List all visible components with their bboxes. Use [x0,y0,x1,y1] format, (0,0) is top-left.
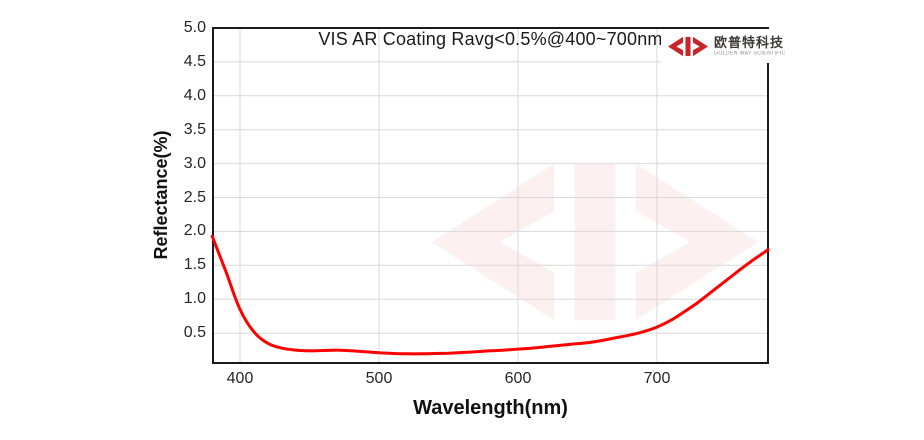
y-tick-label: 0.5 [183,324,206,341]
company-logo-text: 欧普特科技 GOLDEN WAY SCIENTIFIC [714,36,797,57]
y-axis-title: Reflectance(%) [150,130,171,260]
y-tick-label: 5.0 [183,19,206,36]
company-logo: 欧普特科技 GOLDEN WAY SCIENTIFIC [661,29,802,63]
y-tick-label: 2.5 [183,189,206,206]
chart-title: VIS AR Coating Ravg<0.5%@400~700nm [318,29,663,49]
x-tick-label: 700 [643,370,671,387]
y-tick-label: 4.0 [183,87,206,104]
company-logo-icon [668,36,708,56]
y-tick-label: 3.5 [183,121,206,138]
plot-border [212,27,769,364]
y-tick-label: 4.5 [183,53,206,70]
y-tick-label: 3.0 [183,155,206,172]
y-tick-label: 2.0 [183,222,206,239]
x-axis-title: Wavelength(nm) [413,397,568,419]
company-name-cn: 欧普特科技 [714,34,785,50]
watermark-logo-icon [431,163,759,321]
x-tick-label: 400 [226,370,254,387]
x-tick-label: 600 [504,370,532,387]
x-tick-label: 500 [365,370,393,387]
reflectance-curve [210,234,770,356]
y-tick-label: 1.5 [183,256,206,273]
y-tick-label: 1.0 [183,290,206,307]
company-name-en: GOLDEN WAY SCIENTIFIC [714,50,786,56]
